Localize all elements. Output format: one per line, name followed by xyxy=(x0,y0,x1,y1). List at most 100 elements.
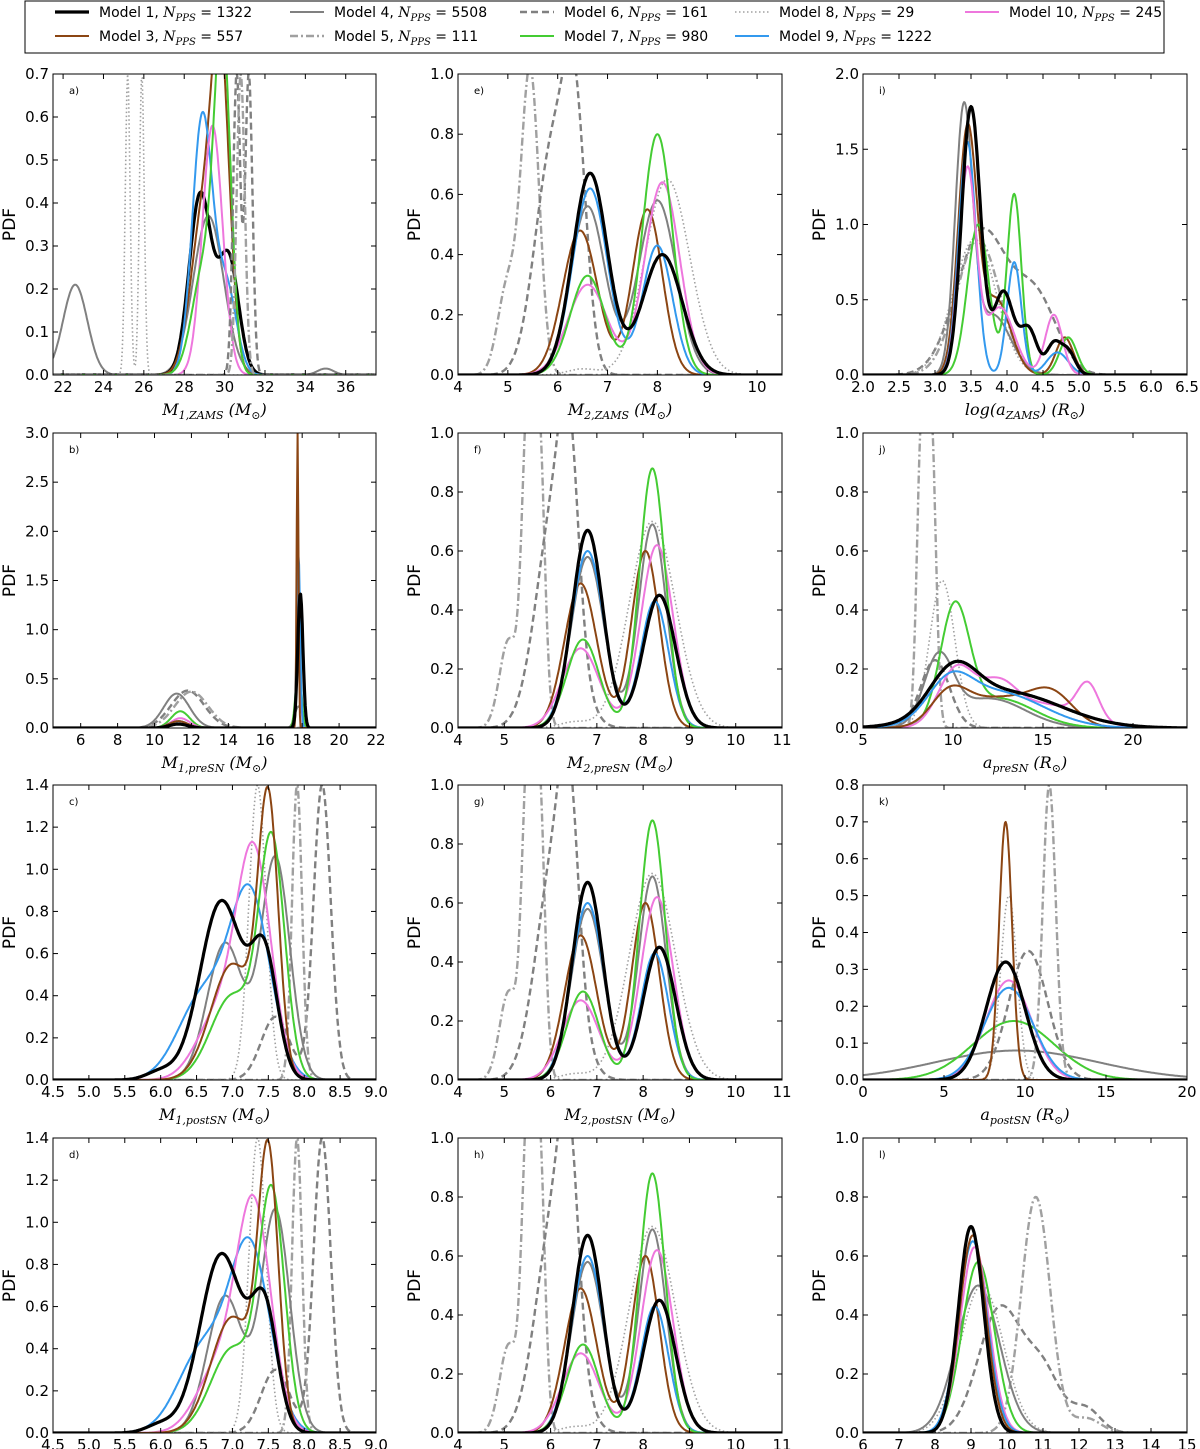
series-line-model-7 xyxy=(458,1172,782,1433)
series-line-model-3 xyxy=(863,122,1187,375)
x-tick-label: 5 xyxy=(939,1083,949,1101)
y-tick-label: 0.0 xyxy=(430,1071,454,1089)
legend-n-value: = 245 xyxy=(1115,5,1162,21)
legend-n-symbol: N xyxy=(842,5,856,21)
y-axis-label: PDF xyxy=(405,1269,425,1302)
series-group xyxy=(458,785,782,1080)
x-tick-label: 4.0 xyxy=(995,378,1019,396)
legend-entry: Model 1, NPPS = 1322 xyxy=(55,5,252,24)
legend-n-value: = 980 xyxy=(661,29,708,45)
y-tick-label: 0.0 xyxy=(25,719,49,737)
y-tick-label: 0.1 xyxy=(25,323,49,341)
legend-n-symbol: N xyxy=(397,29,411,45)
x-tick-label: 6.5 xyxy=(1175,378,1199,396)
y-tick-label: 0.0 xyxy=(25,1071,49,1089)
y-tick-label: 0.4 xyxy=(25,987,49,1005)
series-line-model-6 xyxy=(863,949,1187,1080)
axes-frame xyxy=(457,784,783,1081)
legend-n-subscript: PPS xyxy=(640,37,661,48)
y-tick-label: 0.2 xyxy=(835,660,859,678)
series-group xyxy=(458,1138,782,1433)
series-line-model-5 xyxy=(863,785,1187,1080)
x-tick-label: 16 xyxy=(256,731,275,749)
y-tick-label: 0.2 xyxy=(25,1382,49,1400)
x-tick-label: 6.0 xyxy=(149,1436,173,1449)
series-line-model-10 xyxy=(863,165,1187,375)
y-tick-label: 1.0 xyxy=(430,65,454,83)
y-tick-label: 1.5 xyxy=(25,572,49,590)
panel-label: b) xyxy=(69,445,79,456)
panel-label: j) xyxy=(878,445,886,456)
y-tick-label: 1.5 xyxy=(835,140,859,158)
y-tick-label: 0.4 xyxy=(430,246,454,264)
series-line-model-6 xyxy=(458,1138,782,1433)
series-line-model-6 xyxy=(53,1138,376,1433)
y-tick-label: 1.4 xyxy=(25,1129,49,1147)
x-tick-label: 10 xyxy=(943,731,962,749)
y-tick-label: 0.5 xyxy=(25,670,49,688)
y-tick-label: 0.8 xyxy=(835,1188,859,1206)
series-line-model-6 xyxy=(53,689,376,728)
x-tick-label: 10 xyxy=(726,731,745,749)
series-line-model-1 xyxy=(458,880,782,1080)
series-line-model-7 xyxy=(53,1183,376,1433)
series-line-model-1 xyxy=(863,105,1187,375)
x-tick-label: 10 xyxy=(748,378,767,396)
axes-frame xyxy=(52,1137,377,1434)
x-tick-label: 5 xyxy=(500,1083,510,1101)
panel-c: 4.5 5.0 5.5 6.0 6.5 7.0 7.5 8.0 8.5 9.0 0.0 0.2 0.4 0… xyxy=(0,776,388,1127)
x-axis-label: apostSN (R⊙) xyxy=(980,1105,1069,1127)
series-line-model-4 xyxy=(863,1049,1187,1078)
legend-model-name: Model 6, xyxy=(564,5,628,21)
x-tick-label: 30 xyxy=(215,378,234,396)
legend-n-symbol: N xyxy=(162,5,176,21)
y-tick-label: 0.4 xyxy=(835,924,859,942)
series-line-model-3 xyxy=(53,785,376,1080)
panel-f: 4 5 6 7 8 9 10 11 0.0 0.2 0.4 0.6 0.8 1.0 f) PDF M2,preS… xyxy=(405,424,792,775)
series-line-model-5 xyxy=(53,1138,376,1433)
series-line-model-8 xyxy=(863,894,1187,1080)
legend-n-subscript: PPS xyxy=(175,37,196,48)
legend-n-subscript: PPS xyxy=(855,13,876,24)
legend-n-subscript: PPS xyxy=(175,13,196,24)
y-tick-label: 0.4 xyxy=(25,1340,49,1358)
x-tick-label: 7.0 xyxy=(221,1083,245,1101)
y-axis-label: PDF xyxy=(810,564,830,597)
legend-n-symbol: N xyxy=(842,29,856,45)
legend-entry: Model 10, NPPS = 245 xyxy=(965,5,1162,24)
y-tick-label: 2.0 xyxy=(835,65,859,83)
y-tick-label: 0.0 xyxy=(430,719,454,737)
y-tick-label: 0.8 xyxy=(430,125,454,143)
legend-model-name: Model 7, xyxy=(564,29,628,45)
panel-label: a) xyxy=(69,86,79,97)
x-tick-label: 11 xyxy=(772,1436,791,1449)
y-tick-label: 0.4 xyxy=(835,1306,859,1324)
series-line-model-1 xyxy=(53,190,376,375)
y-axis-label: PDF xyxy=(405,208,425,241)
x-tick-label: 3.5 xyxy=(959,378,983,396)
x-tick-label: 9.0 xyxy=(364,1083,388,1101)
x-tick-label: 8.5 xyxy=(328,1083,352,1101)
x-tick-label: 18 xyxy=(293,731,312,749)
series-line-model-4 xyxy=(458,875,782,1080)
series-line-model-4 xyxy=(863,650,1187,728)
legend-label: Model 7, NPPS = 980 xyxy=(564,29,708,48)
legend-entry: Model 3, NPPS = 557 xyxy=(55,29,243,48)
panel-l: 6 7 8 9 10 11 12 13 14 15 0.0 0.2 0.4 0.6 0.8 1.0 l) PDF xyxy=(810,1129,1197,1449)
legend-n-subscript: PPS xyxy=(410,13,431,24)
series-line-model-1 xyxy=(458,1233,782,1433)
y-tick-label: 0.0 xyxy=(430,1424,454,1442)
series-line-model-1 xyxy=(53,1251,376,1433)
legend-n-symbol: N xyxy=(627,29,641,45)
x-tick-label: 14 xyxy=(219,731,238,749)
series-line-model-10 xyxy=(53,646,376,728)
panels: 22 24 26 28 30 32 34 36 0.0 0.1 0.2 0.3 0.4 0.5 0.6 0.7… xyxy=(0,65,1199,1449)
panel-d: 4.5 5.0 5.5 6.0 6.5 7.0 7.5 8.0 8.5 9.0 0.0 0.2 0.4 0… xyxy=(0,1129,388,1449)
series-line-model-6 xyxy=(863,659,1187,728)
x-tick-label: 24 xyxy=(94,378,113,396)
axes-frame xyxy=(52,784,377,1081)
series-group xyxy=(53,74,376,375)
x-tick-label: 2.5 xyxy=(887,378,911,396)
y-tick-label: 1.2 xyxy=(25,818,49,836)
x-axis-label: M2,postSN (M⊙) xyxy=(564,1105,676,1127)
